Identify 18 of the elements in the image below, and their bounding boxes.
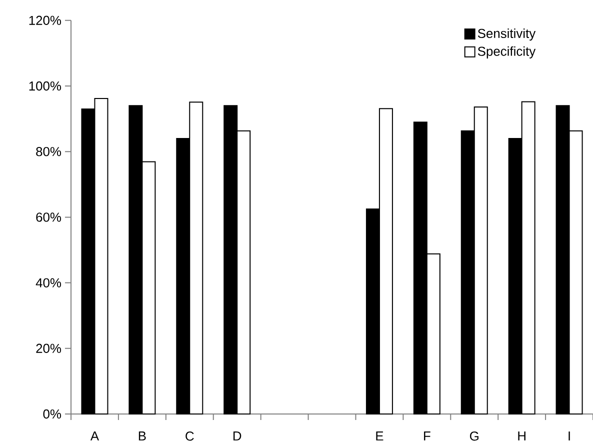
x-tick-label: G <box>470 432 478 441</box>
x-tick-label: A <box>90 432 100 440</box>
y-tick-label: 40% <box>36 278 62 288</box>
y-tick-label: 100% <box>29 81 62 91</box>
x-tick-label: I <box>568 432 570 440</box>
y-tick-label: 80% <box>36 147 62 156</box>
x-tick-label: H <box>518 432 526 440</box>
x-tick-label: D <box>233 432 242 440</box>
y-tick-label: 60% <box>36 212 62 222</box>
x-tick-label: B <box>138 432 146 440</box>
y-tick-label: 20% <box>36 344 62 353</box>
legend-label: Specificity <box>478 46 536 58</box>
x-tick-label: E <box>376 432 384 440</box>
legend-label: Sensitivity <box>478 28 536 41</box>
y-tick-label: 120% <box>29 16 62 25</box>
y-tick-label: 0% <box>43 409 62 419</box>
x-tick-label: F <box>424 432 430 440</box>
x-tick-label: C <box>186 432 194 441</box>
